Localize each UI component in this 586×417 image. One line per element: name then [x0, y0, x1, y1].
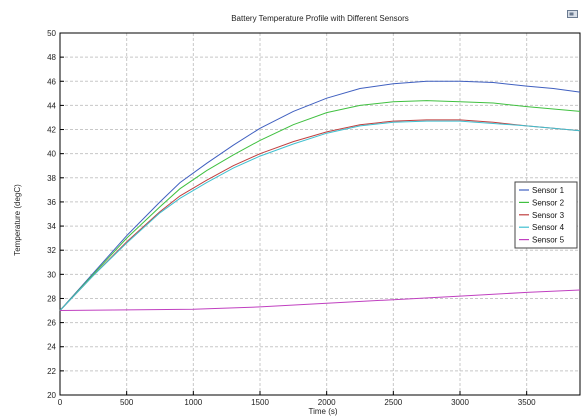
y-tick-label: 30	[47, 270, 56, 279]
y-tick-label: 26	[47, 319, 56, 328]
series-line-4	[59, 120, 581, 311]
y-tick-label: 32	[47, 246, 56, 255]
gridlines	[59, 32, 580, 396]
x-tick-label: 2500	[384, 398, 402, 407]
y-axis-title: Temperature (degC)	[13, 184, 22, 256]
series-line-1	[59, 80, 581, 311]
x-tick-label: 3000	[451, 398, 469, 407]
y-tick-label: 22	[47, 367, 56, 376]
legend-label: Sensor 4	[532, 223, 565, 232]
series-line-3	[59, 119, 581, 311]
series-lines	[59, 80, 581, 311]
legend-label: Sensor 2	[532, 198, 565, 207]
export-icon[interactable]	[567, 10, 578, 18]
plot-area	[59, 32, 581, 396]
y-tick-label: 20	[47, 391, 56, 400]
x-tick-label: 1000	[184, 398, 202, 407]
x-tick-label: 3500	[518, 398, 536, 407]
y-axis: 20 22 24 26 28 30 32 34 36 38 40 42 44 46 48 50	[47, 29, 64, 400]
x-axis-title: Time (s)	[308, 407, 337, 416]
x-tick-label: 500	[120, 398, 134, 407]
series-line-5	[59, 289, 581, 311]
legend-label: Sensor 1	[532, 186, 565, 195]
y-tick-label: 46	[47, 77, 56, 86]
y-tick-label: 36	[47, 198, 56, 207]
series-line-2	[59, 100, 581, 311]
x-tick-label: 0	[58, 398, 63, 407]
y-tick-label: 44	[47, 101, 56, 110]
y-tick-label: 34	[47, 222, 56, 231]
chart-title: Battery Temperature Profile with Differe…	[231, 14, 409, 23]
legend-label: Sensor 3	[532, 211, 565, 220]
legend: Sensor 1 Sensor 2 Sensor 3 Sensor 4 Sensor 5	[514, 181, 578, 249]
y-tick-label: 40	[47, 150, 56, 159]
x-tick-label: 1500	[251, 398, 269, 407]
x-tick-label: 2000	[318, 398, 336, 407]
legend-label: Sensor 5	[532, 236, 565, 245]
y-tick-label: 38	[47, 174, 56, 183]
y-tick-label: 24	[47, 343, 56, 352]
y-tick-label: 48	[47, 53, 56, 62]
y-tick-label: 28	[47, 294, 56, 303]
x-axis: 0 500 1000 1500 2000 2500 3000 3500	[58, 391, 536, 407]
y-tick-label: 50	[47, 29, 56, 38]
y-tick-label: 42	[47, 126, 56, 135]
